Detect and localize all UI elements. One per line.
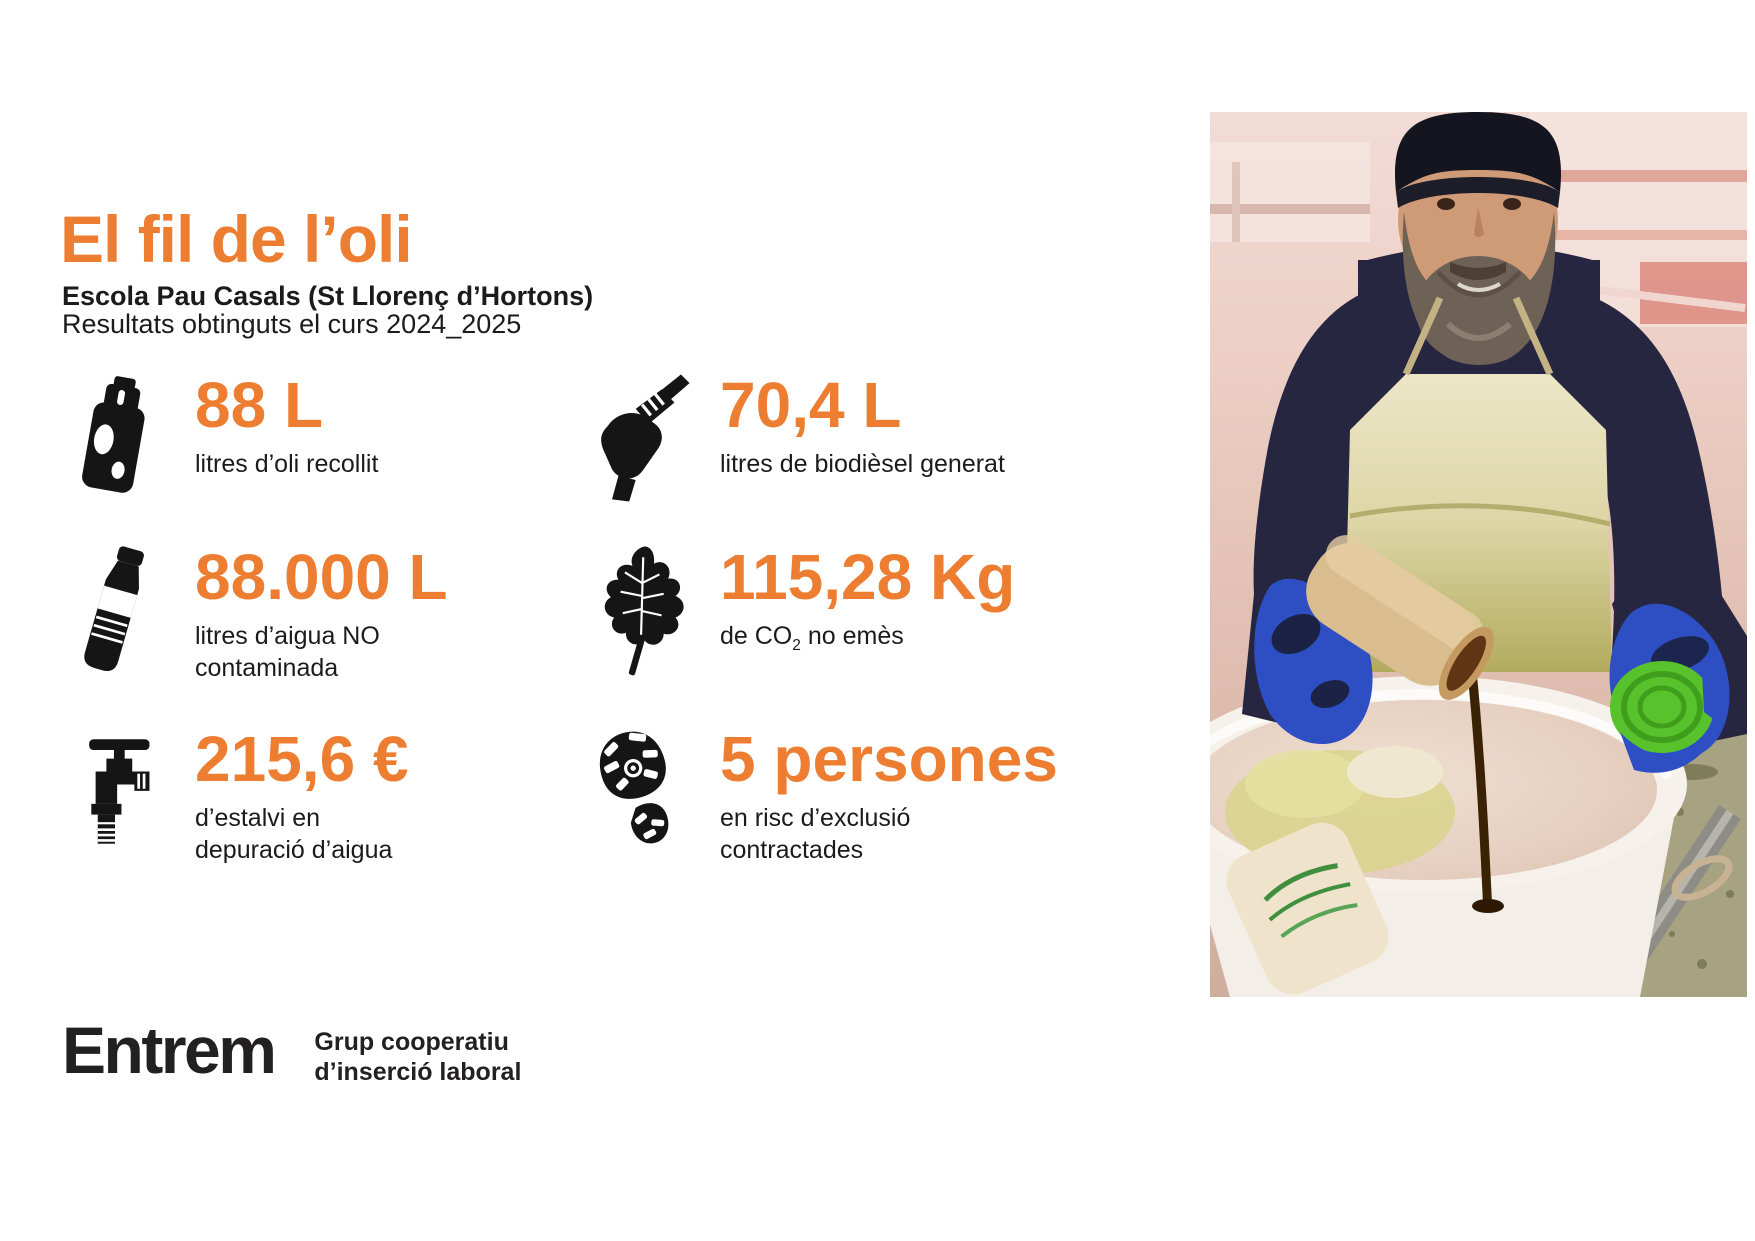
stat-biodiesel: 70,4 L litres de biodièsel generat — [580, 366, 1105, 538]
water-bottle-icon — [55, 540, 195, 680]
stat-co2: 115,28 Kg de CO2 no emès — [580, 538, 1105, 720]
stat-label: en risc d’exclusió contractades — [720, 804, 911, 865]
oil-container-icon — [55, 368, 195, 508]
stat-value: 215,6 € — [195, 723, 409, 795]
footer: Entrem Grup cooperatiu d’inserció labora… — [62, 1014, 521, 1087]
page-title: El fil de l’oli — [60, 202, 413, 277]
stat-value: 115,28 Kg — [720, 541, 1016, 613]
stat-label: d’estalvi en depuració d’aigua — [195, 804, 393, 865]
tagline-line: d’inserció laboral — [314, 1058, 522, 1086]
oak-leaf-icon — [580, 540, 720, 680]
boot-print-icon — [580, 722, 720, 862]
results-period: Resultats obtinguts el curs 2024_2025 — [62, 309, 522, 339]
logo-tagline: Grup cooperatiu d’inserció laboral — [314, 1027, 521, 1087]
stats-grid: 88 L litres d’oli recollit — [55, 366, 1105, 866]
stat-value: 5 persones — [720, 723, 1058, 795]
stat-label: de CO2 no emès — [720, 622, 904, 655]
stat-label: litres d’oli recollit — [195, 450, 379, 479]
stat-savings: 215,6 € d’estalvi en depuració d’aigua — [55, 720, 580, 866]
worker-photo — [1210, 112, 1747, 997]
stat-label: litres d’aigua NO contaminada — [195, 622, 380, 683]
stat-value: 70,4 L — [720, 369, 902, 441]
stat-label: litres de biodièsel generat — [720, 450, 1005, 479]
stat-value: 88.000 L — [195, 541, 448, 613]
stat-clean-water: 88.000 L litres d’aigua NO contaminada — [55, 538, 580, 720]
stat-oil-collected: 88 L litres d’oli recollit — [55, 366, 580, 538]
water-tap-icon — [55, 722, 195, 862]
entrem-logo: Entrem — [62, 1013, 277, 1087]
stat-persons-hired: 5 persones en risc d’exclusió contractad… — [580, 720, 1105, 866]
stat-value: 88 L — [195, 369, 324, 441]
subtitle-block: Escola Pau Casals (St Llorenç d’Hortons)… — [62, 282, 593, 338]
tagline-line: Grup cooperatiu — [314, 1028, 509, 1056]
school-name: Escola Pau Casals (St Llorenç d’Hortons) — [62, 281, 594, 311]
fuel-nozzle-icon — [580, 368, 720, 508]
